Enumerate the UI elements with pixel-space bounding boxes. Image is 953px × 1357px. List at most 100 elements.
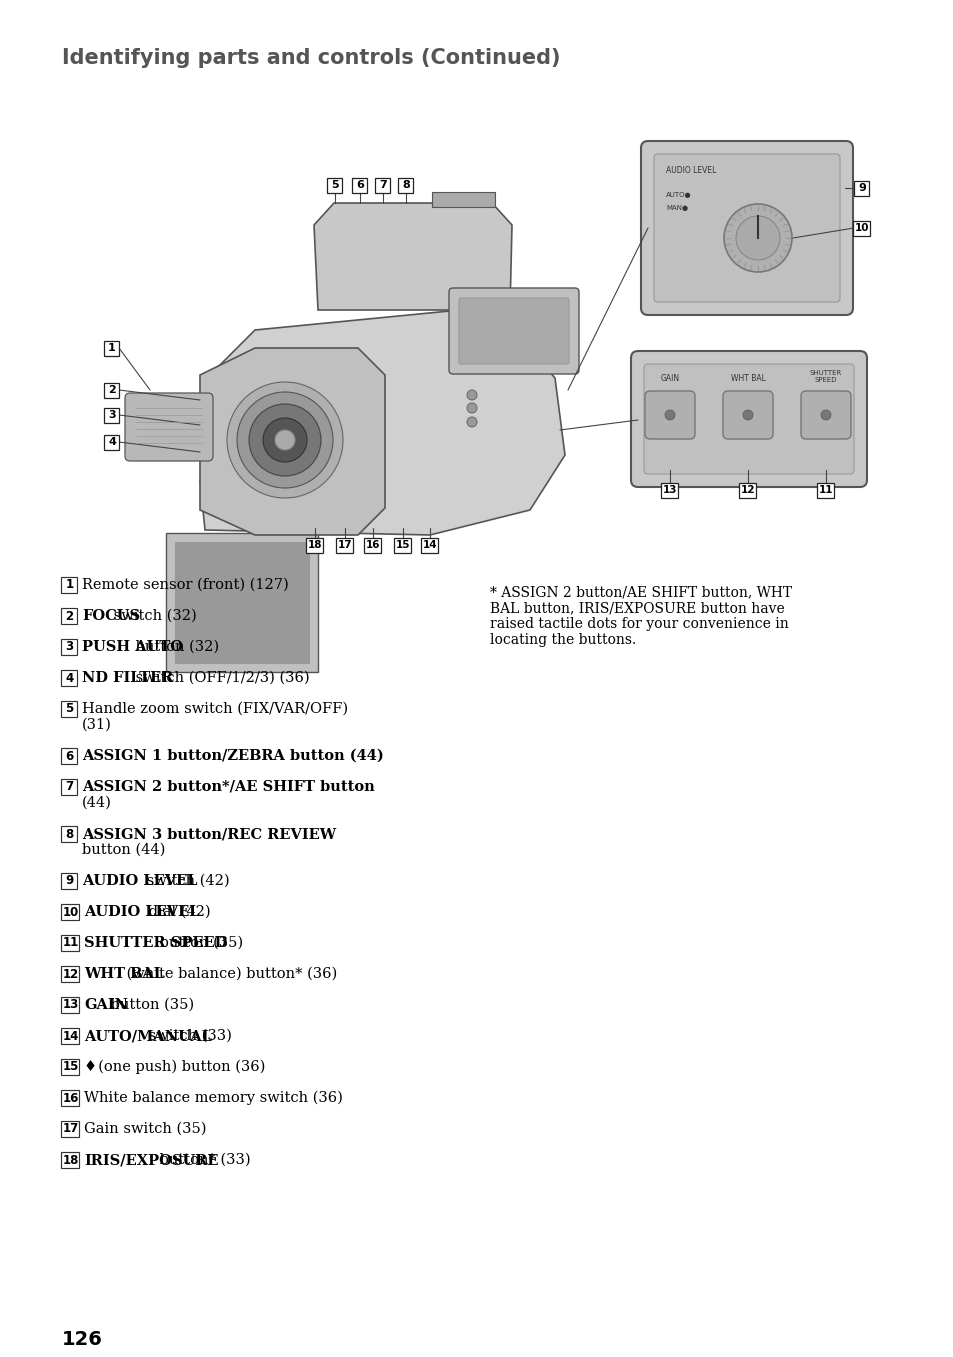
Text: 5: 5: [66, 703, 73, 715]
Text: 14: 14: [62, 1030, 78, 1042]
Text: switch (42): switch (42): [142, 874, 230, 887]
Text: 3: 3: [66, 641, 73, 654]
FancyBboxPatch shape: [654, 153, 840, 303]
FancyBboxPatch shape: [61, 966, 79, 982]
Text: 18: 18: [308, 540, 322, 550]
Text: 9: 9: [857, 183, 865, 193]
Circle shape: [664, 410, 675, 421]
FancyBboxPatch shape: [458, 299, 568, 364]
Text: 2: 2: [66, 609, 73, 623]
Text: SHUTTER
SPEED: SHUTTER SPEED: [809, 370, 841, 383]
Text: Gain switch (35): Gain switch (35): [84, 1122, 206, 1136]
Text: MAN●: MAN●: [665, 205, 687, 210]
Text: AUTO●: AUTO●: [665, 191, 691, 198]
Text: 13: 13: [62, 999, 78, 1011]
Text: * ASSIGN 2 button/AE SHIFT button, WHT: * ASSIGN 2 button/AE SHIFT button, WHT: [490, 585, 791, 598]
Text: 4: 4: [66, 672, 73, 684]
Text: BAL button, IRIS/EXPOSURE button have: BAL button, IRIS/EXPOSURE button have: [490, 601, 784, 615]
Text: 4: 4: [108, 437, 116, 446]
Circle shape: [467, 417, 476, 427]
Circle shape: [249, 404, 320, 476]
Text: button* (33): button* (33): [154, 1153, 251, 1167]
Text: switch (OFF/1/2/3) (36): switch (OFF/1/2/3) (36): [131, 670, 310, 685]
Text: AUTO/MANUAL: AUTO/MANUAL: [84, 1029, 212, 1044]
FancyBboxPatch shape: [125, 394, 213, 461]
Text: (one push) button (36): (one push) button (36): [90, 1060, 266, 1075]
FancyBboxPatch shape: [61, 935, 79, 951]
FancyBboxPatch shape: [640, 141, 852, 315]
Text: Handle zoom switch (FIX/VAR/OFF): Handle zoom switch (FIX/VAR/OFF): [82, 702, 348, 716]
Text: button (32): button (32): [131, 641, 219, 654]
Circle shape: [735, 216, 780, 261]
FancyBboxPatch shape: [644, 391, 695, 440]
Text: GAIN: GAIN: [659, 375, 679, 383]
Text: FOCUS: FOCUS: [82, 609, 140, 623]
Text: ASSIGN 2 button*/AE SHIFT button: ASSIGN 2 button*/AE SHIFT button: [82, 780, 375, 794]
Text: Remote sensor (front) (127): Remote sensor (front) (127): [82, 578, 289, 592]
FancyBboxPatch shape: [105, 341, 119, 356]
Text: 17: 17: [62, 1122, 78, 1136]
Text: 16: 16: [62, 1091, 78, 1105]
FancyBboxPatch shape: [61, 1058, 79, 1075]
Text: 12: 12: [740, 484, 755, 495]
FancyBboxPatch shape: [105, 434, 119, 449]
FancyBboxPatch shape: [853, 220, 869, 236]
Circle shape: [742, 410, 752, 421]
Text: switch (33): switch (33): [144, 1029, 232, 1044]
FancyBboxPatch shape: [61, 608, 77, 624]
FancyBboxPatch shape: [105, 407, 119, 422]
Text: 15: 15: [62, 1061, 78, 1073]
FancyBboxPatch shape: [61, 1121, 79, 1137]
FancyBboxPatch shape: [306, 537, 323, 552]
Text: 15: 15: [395, 540, 410, 550]
Circle shape: [263, 418, 307, 461]
Text: SHUTTER SPEED: SHUTTER SPEED: [84, 936, 227, 950]
Text: 18: 18: [62, 1153, 78, 1167]
Text: PUSH AUTO: PUSH AUTO: [82, 641, 183, 654]
Text: button (35): button (35): [106, 997, 193, 1012]
FancyBboxPatch shape: [61, 1029, 79, 1044]
FancyBboxPatch shape: [61, 904, 79, 920]
Text: ASSIGN 1 button/ZEBRA button (44): ASSIGN 1 button/ZEBRA button (44): [82, 749, 383, 763]
Text: 11: 11: [62, 936, 78, 950]
Text: Identifying parts and controls (Continued): Identifying parts and controls (Continue…: [62, 47, 560, 68]
Text: button (44): button (44): [82, 843, 165, 858]
FancyBboxPatch shape: [364, 537, 381, 552]
Text: 1: 1: [108, 343, 115, 353]
Text: WHT BAL: WHT BAL: [84, 968, 164, 981]
Circle shape: [467, 403, 476, 413]
FancyBboxPatch shape: [449, 288, 578, 375]
Text: GAIN: GAIN: [84, 997, 128, 1012]
FancyBboxPatch shape: [166, 533, 317, 672]
Text: (white balance) button* (36): (white balance) button* (36): [122, 968, 337, 981]
Text: 16: 16: [365, 540, 380, 550]
Text: 126: 126: [62, 1330, 103, 1349]
FancyBboxPatch shape: [105, 383, 119, 398]
Polygon shape: [200, 309, 564, 535]
Text: IRIS/EXPOSURE: IRIS/EXPOSURE: [84, 1153, 218, 1167]
FancyBboxPatch shape: [61, 639, 77, 655]
FancyBboxPatch shape: [722, 391, 772, 440]
FancyBboxPatch shape: [61, 779, 77, 795]
Circle shape: [227, 383, 343, 498]
Text: 12: 12: [62, 968, 78, 981]
FancyBboxPatch shape: [854, 180, 868, 195]
FancyBboxPatch shape: [61, 1152, 79, 1168]
FancyBboxPatch shape: [398, 178, 413, 193]
FancyBboxPatch shape: [174, 541, 309, 664]
FancyBboxPatch shape: [61, 577, 77, 593]
Text: 13: 13: [662, 484, 677, 495]
FancyBboxPatch shape: [643, 364, 853, 474]
Text: 11: 11: [818, 484, 832, 495]
Text: ASSIGN 3 button/REC REVIEW: ASSIGN 3 button/REC REVIEW: [82, 826, 335, 841]
Text: 3: 3: [108, 410, 115, 421]
Text: ♦: ♦: [84, 1060, 97, 1073]
Text: White balance memory switch (36): White balance memory switch (36): [84, 1091, 342, 1105]
Text: (44): (44): [82, 797, 112, 810]
Text: ND FILTER: ND FILTER: [82, 670, 173, 685]
FancyBboxPatch shape: [352, 178, 367, 193]
Text: dial (42): dial (42): [144, 905, 211, 919]
Text: AUDIO LEVEL: AUDIO LEVEL: [82, 874, 197, 887]
Text: 14: 14: [422, 540, 436, 550]
Text: 1: 1: [66, 578, 73, 592]
